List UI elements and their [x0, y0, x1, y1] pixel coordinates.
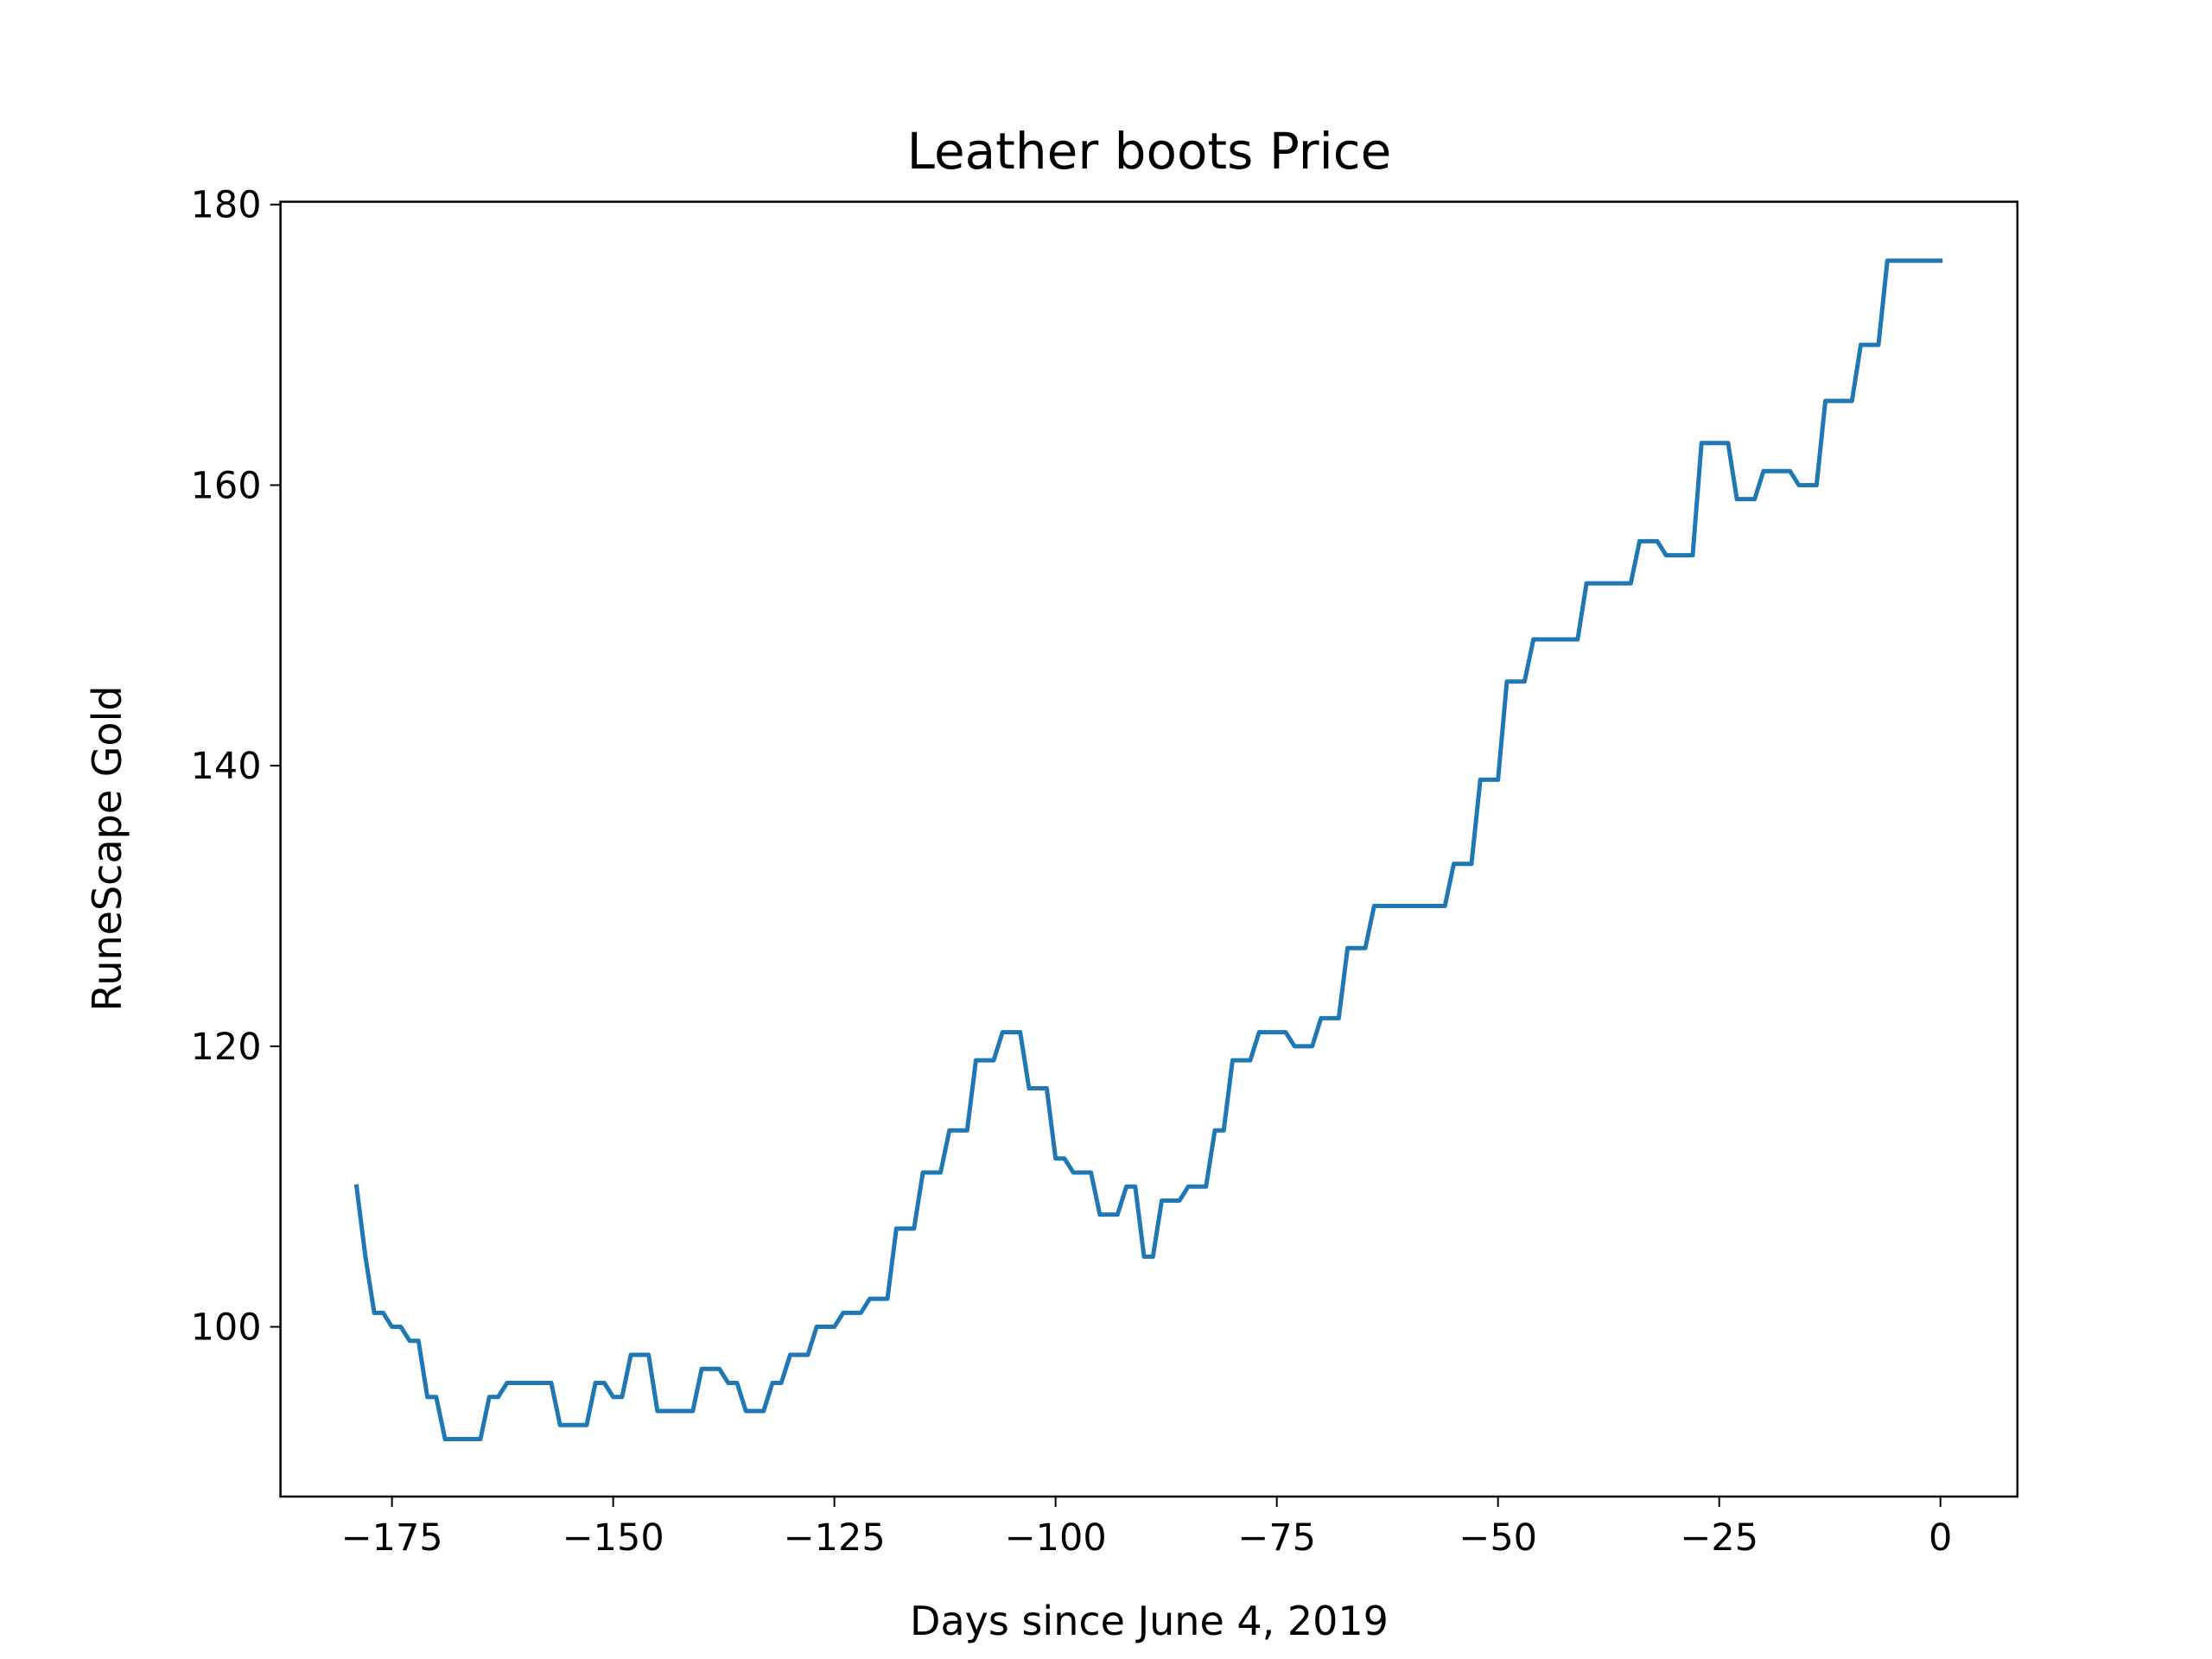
x-axis-label: Days since June 4, 2019 [910, 1598, 1389, 1644]
x-tick-label: 0 [1929, 1516, 1952, 1560]
x-tick-label: −150 [563, 1516, 664, 1560]
x-tick-label: −175 [341, 1516, 443, 1560]
x-tick-label: −125 [784, 1516, 886, 1560]
x-tick-label: −75 [1237, 1516, 1316, 1560]
y-axis-label: RuneScape Gold [84, 685, 130, 1011]
y-tick-label: 140 [191, 745, 262, 788]
y-tick-label: 100 [191, 1306, 262, 1350]
x-tick-label: −100 [1005, 1516, 1107, 1560]
x-tick-label: −25 [1680, 1516, 1758, 1560]
x-tick-label: −50 [1459, 1516, 1537, 1560]
data-line [353, 258, 1943, 1441]
plot-frame [279, 200, 2019, 1498]
y-tick-label: 180 [191, 184, 262, 227]
chart-title: Leather boots Price [907, 122, 1392, 181]
y-tick-label: 160 [191, 464, 262, 507]
y-tick-label: 120 [191, 1026, 262, 1069]
